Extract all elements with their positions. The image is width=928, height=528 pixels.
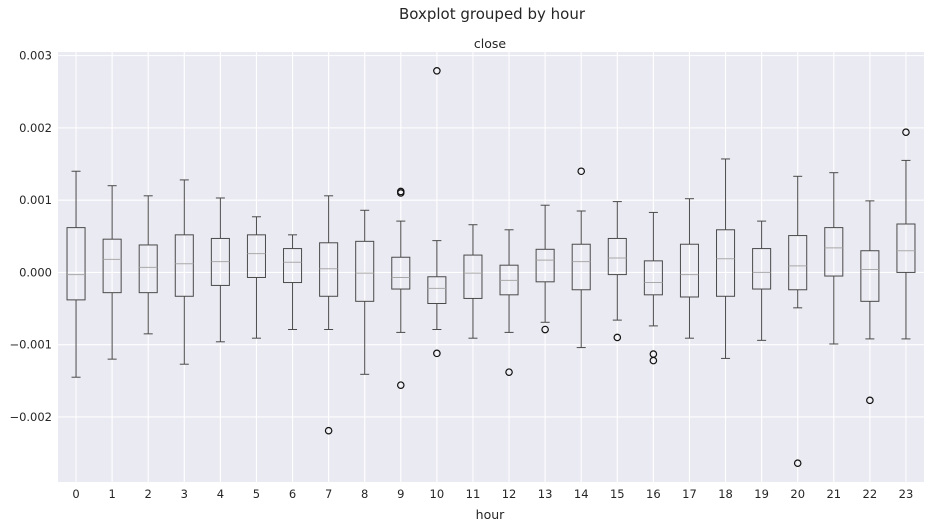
x-tick-label: 3 — [181, 487, 188, 501]
outlier-point — [541, 325, 549, 334]
y-tick-label: 0.001 — [19, 193, 52, 207]
y-tick-labels: −0.002 −0.001 0.000 0.001 0.002 0.003 — [9, 49, 52, 424]
outlier-point — [396, 187, 405, 196]
x-tick-label: 2 — [145, 487, 152, 501]
y-tick-label: 0.002 — [19, 121, 52, 135]
box-5 — [246, 216, 266, 339]
iqr-box — [716, 229, 736, 297]
box-7 — [319, 195, 339, 435]
box-16 — [643, 211, 663, 365]
box-1 — [102, 185, 122, 360]
iqr-box — [427, 276, 447, 304]
box-22 — [860, 200, 880, 405]
box-6 — [283, 234, 303, 331]
box-11 — [463, 224, 483, 339]
outlier-point — [866, 396, 874, 405]
iqr-box — [643, 260, 663, 296]
iqr-box — [788, 235, 808, 291]
iqr-box — [535, 248, 555, 283]
x-tick-label: 16 — [646, 487, 661, 501]
iqr-box — [319, 242, 339, 297]
x-tick-label: 4 — [217, 487, 224, 501]
y-tick-label: 0.000 — [19, 265, 52, 279]
x-tick-label: 12 — [502, 487, 517, 501]
box-9 — [391, 187, 411, 389]
x-tick-label: 1 — [108, 487, 115, 501]
chart-suptitle: Boxplot grouped by hour — [399, 5, 586, 23]
box-2 — [138, 195, 158, 335]
y-tick-label: −0.001 — [9, 338, 52, 352]
x-tick-label: 11 — [466, 487, 481, 501]
x-tick-label: 13 — [538, 487, 553, 501]
iqr-box — [283, 248, 303, 284]
x-tick-label: 0 — [72, 487, 79, 501]
box-19 — [752, 220, 772, 341]
iqr-box — [752, 248, 772, 290]
outlier-point — [433, 66, 441, 75]
iqr-box — [66, 227, 86, 301]
box-layer — [66, 66, 916, 468]
iqr-box — [355, 240, 375, 302]
outlier-point — [902, 128, 910, 137]
iqr-box — [391, 256, 411, 290]
x-tick-label: 7 — [325, 487, 332, 501]
x-tick-label: 19 — [754, 487, 769, 501]
x-tick-label: 15 — [610, 487, 625, 501]
box-3 — [174, 179, 194, 365]
iqr-box — [174, 234, 194, 297]
box-20 — [788, 175, 808, 468]
grid-layer — [58, 52, 924, 482]
outlier-point — [396, 381, 405, 389]
outlier-point — [505, 368, 513, 376]
iqr-box — [824, 227, 844, 277]
iqr-box — [679, 243, 699, 298]
box-13 — [535, 204, 555, 334]
x-tick-label: 18 — [718, 487, 733, 501]
box-10 — [427, 66, 447, 358]
outlier-point — [793, 459, 802, 468]
iqr-box — [860, 250, 880, 302]
box-0 — [66, 170, 86, 378]
x-tick-label: 8 — [361, 487, 368, 501]
box-17 — [679, 198, 699, 339]
iqr-box — [246, 234, 266, 278]
x-tick-label: 22 — [863, 487, 878, 501]
box-15 — [607, 201, 627, 342]
iqr-box — [571, 243, 591, 291]
box-18 — [716, 158, 736, 359]
iqr-box — [102, 238, 122, 294]
outlier-point — [433, 349, 441, 358]
box-8 — [355, 209, 375, 375]
iqr-box — [138, 244, 158, 294]
x-tick-label: 21 — [826, 487, 841, 501]
chart-title: close — [474, 36, 507, 51]
box-23 — [896, 128, 916, 340]
x-tick-label: 17 — [682, 487, 697, 501]
box-4 — [210, 197, 230, 343]
iqr-box — [607, 237, 627, 276]
box-12 — [499, 229, 519, 376]
x-tick-labels: 0 1 2 3 4 5 6 7 8 9 10 11 12 13 14 15 16 17 18 19 20 21 22 23 — [72, 487, 913, 501]
x-tick-label: 14 — [574, 487, 589, 501]
outlier-point — [613, 333, 622, 342]
x-tick-label: 5 — [253, 487, 260, 501]
box-14 — [571, 167, 591, 349]
outlier-point — [577, 167, 586, 176]
iqr-box — [463, 254, 483, 299]
outlier-point — [649, 356, 658, 365]
x-tick-label: 20 — [790, 487, 805, 501]
x-axis-label: hour — [476, 507, 505, 522]
x-tick-label: 10 — [430, 487, 445, 501]
plot-area — [58, 52, 924, 482]
x-tick-label: 9 — [397, 487, 404, 501]
x-tick-label: 23 — [899, 487, 914, 501]
box-21 — [824, 172, 844, 345]
iqr-box — [896, 223, 916, 273]
y-tick-label: 0.003 — [19, 49, 52, 63]
outlier-point — [324, 426, 333, 435]
y-tick-label: −0.002 — [9, 410, 52, 424]
x-tick-label: 6 — [289, 487, 296, 501]
